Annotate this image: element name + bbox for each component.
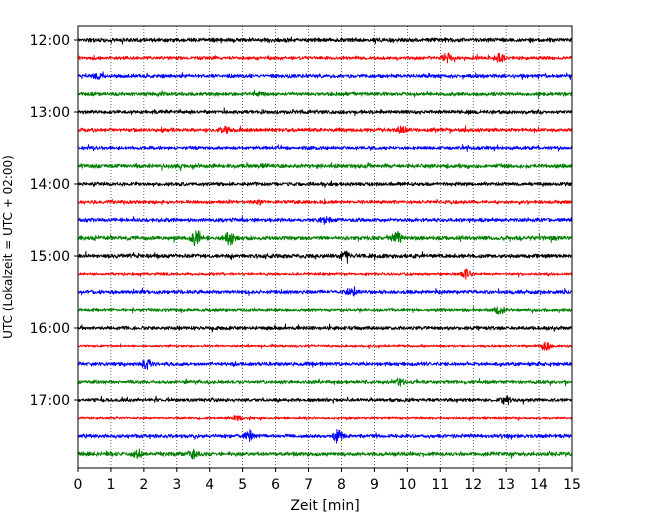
x-tick-label: 14 [530,477,548,493]
seismic-trace-row-2 [77,71,573,81]
x-tick-label: 7 [304,477,313,493]
seismic-trace-row-17 [77,341,573,351]
seismic-trace-row-5 [77,125,573,135]
x-tick-label: 1 [106,477,115,493]
y-axis-ticks: 12:00 13:00 14:00 15:00 16:00 17:00 [30,33,78,409]
seismic-trace-row-16 [77,323,573,333]
seismic-trace-row-15 [77,306,573,315]
y-tick-label: 14:00 [30,177,70,193]
y-tick-label: 15:00 [30,249,70,265]
seismic-trace-row-11 [77,230,573,247]
x-tick-label: 8 [337,477,346,493]
seismic-trace-row-7 [77,161,573,172]
seismic-trace-row-1 [77,52,573,64]
x-tick-label: 5 [238,477,247,493]
y-tick-label: 13:00 [30,105,70,121]
seismic-trace-row-0 [77,36,573,45]
x-axis-ticks: 0 1 2 3 4 5 6 7 8 9 10 11 12 13 14 15 [74,468,581,493]
seismic-trace-row-21 [77,415,573,422]
seismic-trace-row-9 [77,198,573,206]
x-tick-label: 12 [464,477,482,493]
x-tick-label: 4 [205,477,214,493]
seismic-trace-row-23 [77,448,573,460]
seismic-trace-row-20 [77,395,573,406]
seismic-trace-row-8 [77,180,573,188]
x-tick-label: 15 [563,477,581,493]
seismic-trace-row-12 [77,250,573,264]
x-tick-label: 11 [431,477,449,493]
x-tick-label: 10 [398,477,416,493]
seismic-trace-row-22 [77,428,573,444]
seismic-trace-row-18 [77,359,573,370]
y-tick-label: 12:00 [30,33,70,49]
x-tick-label: 3 [172,477,181,493]
seismic-traces [77,36,573,460]
x-tick-label: 2 [139,477,148,493]
x-tick-label: 0 [74,477,83,493]
seismic-trace-row-3 [77,89,573,99]
y-axis-label: UTC (Lokalzeit = UTC + 02:00) [1,155,15,339]
x-axis-label: Zeit [min] [290,498,359,514]
seismic-trace-row-19 [77,377,573,387]
seismic-trace-row-13 [77,268,573,280]
seismic-trace-row-14 [77,286,573,297]
x-tick-label: 9 [370,477,379,493]
y-tick-label: 16:00 [30,321,70,337]
plot-frame [77,25,573,469]
y-tick-label: 17:00 [30,393,70,409]
seismic-trace-row-10 [77,215,573,225]
x-tick-label: 6 [271,477,280,493]
seismic-trace-row-6 [77,144,573,153]
seismic-trace-row-4 [77,107,573,117]
x-tick-label: 13 [497,477,515,493]
